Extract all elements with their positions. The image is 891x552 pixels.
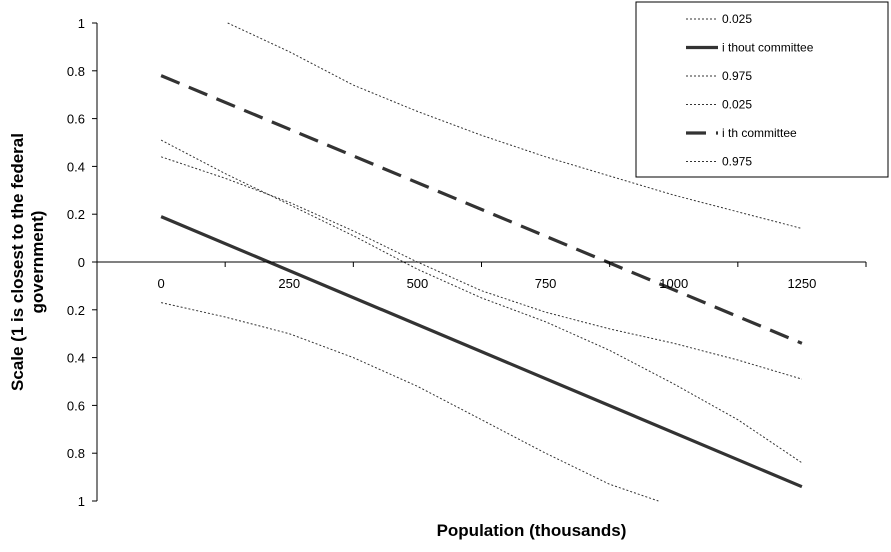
legend-label-1: 0.025 xyxy=(722,12,752,26)
legend-label-6: 0.975 xyxy=(722,155,752,169)
x-tick-label: 1250 xyxy=(787,276,816,291)
y-tick-label: 0.6 xyxy=(67,398,85,413)
series-line-4 xyxy=(160,139,803,464)
y-tick-label: 1 xyxy=(78,494,85,509)
x-tick-label: 500 xyxy=(407,276,429,291)
ticks: 0 250 500 750 1000 1250 1 0.8 0.6 0.4 0.2 0 0.2 0.4 0.… xyxy=(67,16,867,509)
legend: 0.025 i thout committee 0.975 0.025 i th com… xyxy=(635,1,889,178)
y-tick-label: 0.4 xyxy=(67,159,85,174)
y-tick-label: 0.4 xyxy=(67,351,85,366)
legend-items: 0.025 i thout committee 0.975 0.025 i th com… xyxy=(686,12,814,169)
series-line-6 xyxy=(227,22,803,229)
y-tick-label: 0 xyxy=(78,255,85,270)
legend-label-4: 0.025 xyxy=(722,98,752,112)
y-axis-label: Scale (1 is closest to the federal gover… xyxy=(8,133,47,391)
x-tick-label: 750 xyxy=(535,276,557,291)
x-tick-label: 250 xyxy=(278,276,300,291)
legend-box xyxy=(635,1,889,178)
x-axis-label: Population (thousands) xyxy=(437,521,627,540)
legend-label-3: 0.975 xyxy=(722,69,752,83)
series-line-3 xyxy=(160,156,803,380)
x-tick-label: 0 xyxy=(157,276,164,291)
y-tick-label: 0.6 xyxy=(67,112,85,127)
series-line-1 xyxy=(160,302,659,502)
legend-label-2: i thout committee xyxy=(722,41,814,55)
y-tick-label: 1 xyxy=(78,16,85,31)
y-axis-label-line-1: Scale (1 is closest to the federal xyxy=(8,133,27,391)
y-tick-label: 0.2 xyxy=(67,207,85,222)
legend-label-5: i th committee xyxy=(722,126,797,140)
x-tick-label: 1000 xyxy=(659,276,688,291)
y-tick-label: 0.8 xyxy=(67,446,85,461)
series-line-5 xyxy=(160,74,803,345)
y-tick-label: 0.2 xyxy=(67,303,85,318)
y-axis-label-line-2: government) xyxy=(28,211,47,314)
y-tick-label: 0.8 xyxy=(67,64,85,79)
